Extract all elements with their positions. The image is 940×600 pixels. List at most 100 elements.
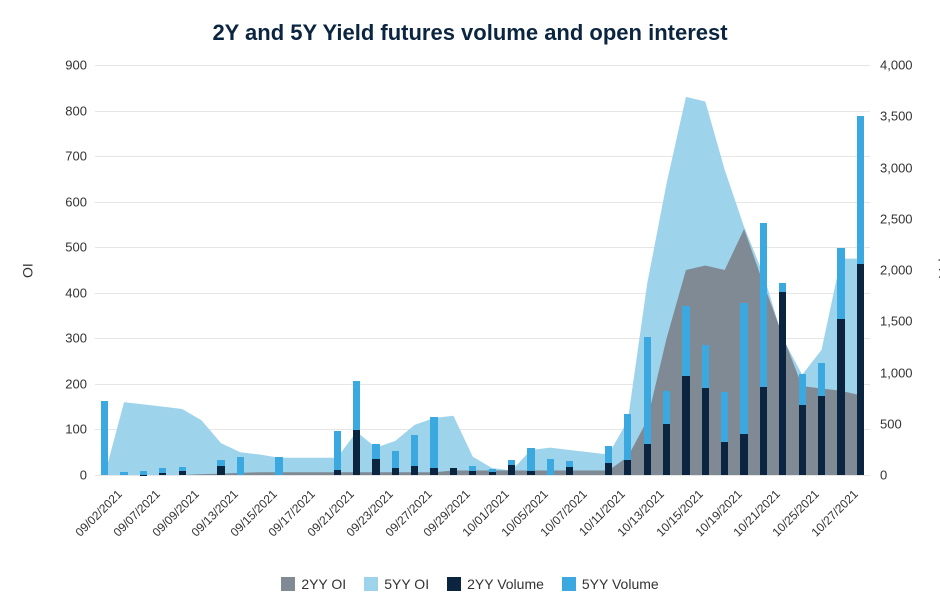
legend: 2YY OI 5YY OI 2YY Volume 5YY Volume — [0, 576, 940, 592]
bar-2yy-volume — [508, 465, 515, 475]
bar-2yy-volume — [140, 475, 147, 476]
y-axis-right-label: 500 — [880, 416, 902, 431]
bar-2yy-volume — [450, 468, 457, 475]
legend-swatch — [364, 577, 378, 591]
legend-item: 5YY Volume — [562, 576, 659, 592]
y-axis-left-label: 300 — [45, 331, 87, 346]
bar-5yy-volume — [140, 471, 147, 474]
y-axis-left-label: 400 — [45, 285, 87, 300]
bar-5yy-volume — [682, 306, 689, 376]
bar-5yy-volume — [818, 363, 825, 396]
y-axis-left-label: 100 — [45, 422, 87, 437]
y-axis-right-label: 0 — [880, 468, 887, 483]
bar-2yy-volume — [663, 424, 670, 475]
legend-label: 2YY Volume — [467, 576, 544, 592]
bar-5yy-volume — [799, 374, 806, 406]
bar-2yy-volume — [837, 319, 844, 475]
bar-2yy-volume — [682, 376, 689, 475]
bar-2yy-volume — [644, 444, 651, 475]
bar-2yy-volume — [430, 468, 437, 475]
bar-5yy-volume — [217, 460, 224, 466]
bar-2yy-volume — [489, 472, 496, 475]
area-layer — [95, 65, 870, 475]
bar-5yy-volume — [411, 435, 418, 466]
bar-5yy-volume — [392, 451, 399, 467]
bar-2yy-volume — [857, 264, 864, 475]
legend-item: 2YY Volume — [447, 576, 544, 592]
bar-5yy-volume — [120, 472, 127, 475]
y-axis-right-title: Volume — [935, 231, 940, 278]
legend-swatch — [562, 577, 576, 591]
y-axis-left-label: 700 — [45, 149, 87, 164]
y-axis-left-label: 900 — [45, 58, 87, 73]
chart-container: 2Y and 5Y Yield futures volume and open … — [0, 0, 940, 600]
bar-5yy-volume — [275, 457, 282, 475]
bar-2yy-volume — [334, 470, 341, 475]
bar-5yy-volume — [101, 401, 108, 475]
y-axis-right-label: 2,500 — [880, 211, 913, 226]
grid-line — [95, 475, 870, 476]
bar-2yy-volume — [799, 405, 806, 475]
bar-5yy-volume — [179, 467, 186, 472]
bar-2yy-volume — [566, 467, 573, 475]
y-axis-right-label: 4,000 — [880, 58, 913, 73]
legend-label: 5YY OI — [384, 576, 429, 592]
bar-5yy-volume — [624, 414, 631, 460]
bar-2yy-volume — [527, 471, 534, 475]
legend-item: 5YY OI — [364, 576, 429, 592]
bar-2yy-volume — [702, 388, 709, 475]
bar-5yy-volume — [837, 248, 844, 319]
bar-5yy-volume — [857, 116, 864, 264]
y-axis-left-title: OI — [19, 263, 35, 278]
bar-2yy-volume — [372, 459, 379, 475]
y-axis-right-label: 1,000 — [880, 365, 913, 380]
bar-5yy-volume — [527, 448, 534, 471]
y-axis-right-label: 2,000 — [880, 263, 913, 278]
bar-5yy-volume — [547, 459, 554, 475]
y-axis-right-label: 3,000 — [880, 160, 913, 175]
bar-2yy-volume — [624, 460, 631, 475]
y-axis-left-label: 0 — [45, 468, 87, 483]
legend-swatch — [447, 577, 461, 591]
bar-2yy-volume — [353, 430, 360, 475]
y-axis-left-label: 200 — [45, 376, 87, 391]
bar-5yy-volume — [508, 460, 515, 465]
y-axis-right-label: 3,500 — [880, 109, 913, 124]
bar-5yy-volume — [334, 431, 341, 470]
legend-swatch — [281, 577, 295, 591]
bar-5yy-volume — [353, 381, 360, 430]
bar-2yy-volume — [217, 466, 224, 475]
y-axis-left-label: 500 — [45, 240, 87, 255]
y-axis-left-label: 600 — [45, 194, 87, 209]
bar-2yy-volume — [605, 463, 612, 475]
plot-area: 010020030040050060070080090005001,0001,5… — [95, 65, 870, 475]
bar-2yy-volume — [411, 466, 418, 475]
bar-2yy-volume — [779, 292, 786, 475]
bar-5yy-volume — [372, 444, 379, 458]
bar-5yy-volume — [566, 461, 573, 467]
legend-label: 2YY OI — [301, 576, 346, 592]
bar-5yy-volume — [644, 337, 651, 445]
legend-item: 2YY OI — [281, 576, 346, 592]
chart-title: 2Y and 5Y Yield futures volume and open … — [0, 0, 940, 54]
bar-5yy-volume — [740, 303, 747, 434]
bar-2yy-volume — [469, 471, 476, 475]
bar-5yy-volume — [605, 446, 612, 462]
bar-5yy-volume — [702, 345, 709, 388]
bar-5yy-volume — [159, 468, 166, 473]
bar-2yy-volume — [392, 468, 399, 475]
bar-5yy-volume — [760, 223, 767, 387]
bar-5yy-volume — [779, 283, 786, 291]
bar-2yy-volume — [159, 473, 166, 475]
y-axis-left-label: 800 — [45, 103, 87, 118]
bar-5yy-volume — [721, 392, 728, 442]
legend-label: 5YY Volume — [582, 576, 659, 592]
bar-5yy-volume — [430, 417, 437, 468]
bar-2yy-volume — [721, 442, 728, 475]
bar-2yy-volume — [179, 471, 186, 475]
bar-5yy-volume — [663, 391, 670, 424]
bar-2yy-volume — [818, 396, 825, 475]
bar-2yy-volume — [740, 434, 747, 475]
bar-2yy-volume — [760, 387, 767, 475]
bar-5yy-volume — [237, 457, 244, 475]
